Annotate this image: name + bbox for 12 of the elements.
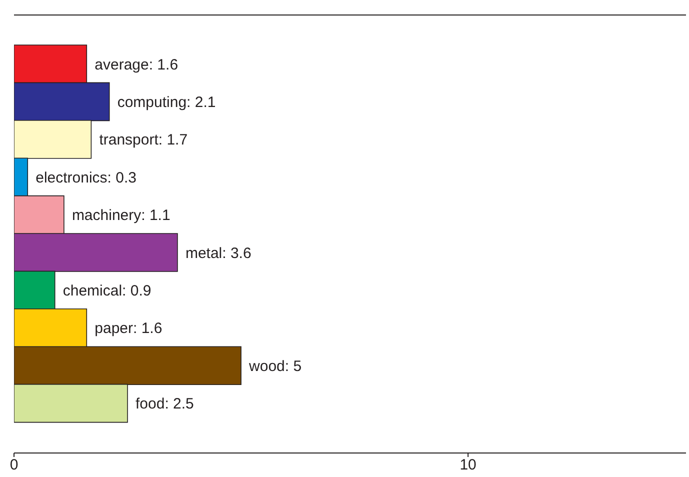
data-label: transport: 1.7: [99, 132, 188, 149]
data-label: chemical: 0.9: [62, 282, 152, 300]
data-label: metal: 3.6: [185, 244, 252, 262]
data-label: electronics: 0.3: [36, 169, 137, 186]
data-label: food: 2.5: [136, 396, 194, 413]
x-tick-label: 0: [10, 456, 18, 474]
x-tick-label: 10: [460, 456, 476, 474]
data-label: average: 1.6: [94, 56, 178, 74]
data-label: machinery: 1.1: [72, 207, 170, 224]
data-label: wood: 5: [248, 358, 302, 375]
data-label: paper: 1.6: [94, 320, 162, 338]
data-label: computing: 2.1: [117, 94, 216, 111]
